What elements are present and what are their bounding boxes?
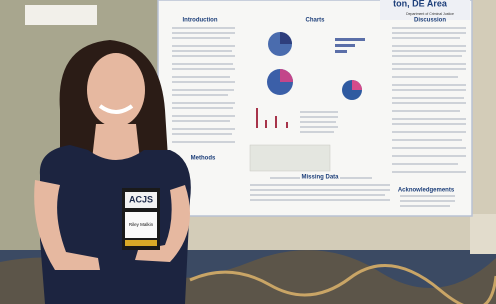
- section-heading: Missing Data: [301, 175, 339, 181]
- neck: [92, 124, 140, 160]
- poster-title: ton, DE Area: [393, 0, 448, 8]
- photo: ton, DE Area Department of Criminal Just…: [0, 0, 496, 304]
- badge-ribbon: [125, 240, 157, 246]
- poster-map: [250, 145, 330, 171]
- poster-department: Department of Criminal Justice: [406, 12, 454, 16]
- badge-logo: ACJS: [129, 194, 153, 204]
- section-heading: Charts: [305, 18, 325, 24]
- section-heading: Methods: [191, 156, 216, 162]
- badge-name: Riley Malkin: [129, 222, 154, 227]
- table-edge: [470, 214, 496, 254]
- paper-sign: [25, 5, 97, 25]
- section-heading: Introduction: [183, 18, 218, 24]
- face: [87, 53, 145, 127]
- dress: [40, 145, 191, 304]
- section-heading: Acknowledgements: [398, 188, 455, 194]
- section-heading: Discussion: [414, 18, 446, 24]
